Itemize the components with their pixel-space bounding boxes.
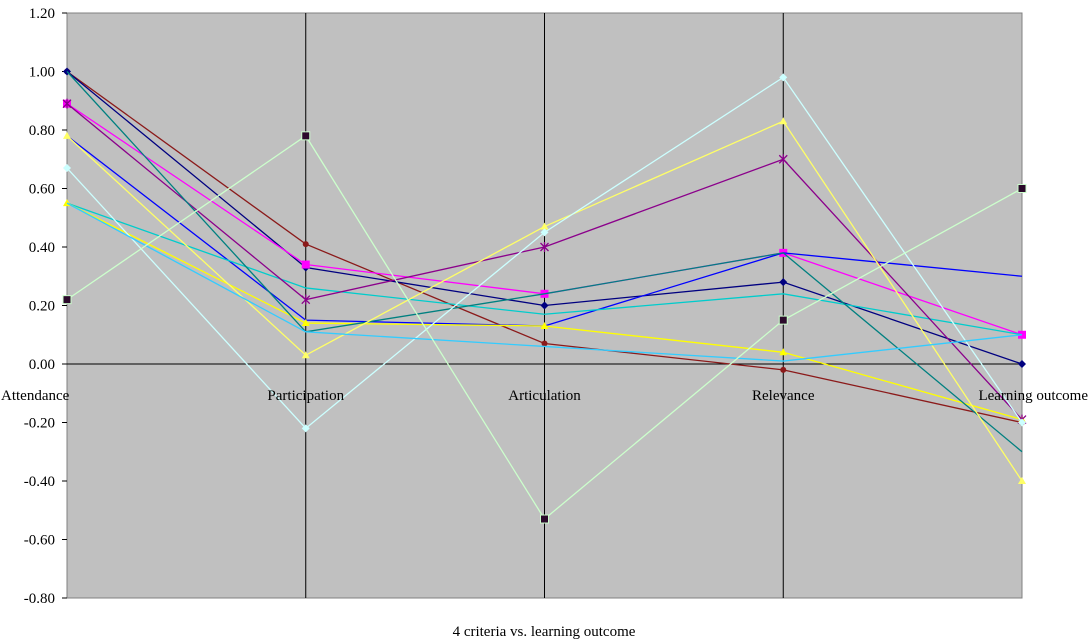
series-layer [62, 67, 1027, 524]
data-point [540, 242, 549, 252]
data-point [541, 340, 548, 347]
y-tick-label: -0.60 [24, 533, 55, 549]
series-line [66, 202, 1023, 336]
y-tick-label: 0.20 [29, 299, 55, 315]
series-5 [66, 202, 1023, 336]
data-point [779, 348, 788, 356]
data-point [63, 131, 71, 139]
y-tick-label: 1.00 [29, 65, 55, 81]
data-point [540, 514, 549, 524]
data-point [779, 117, 788, 125]
series-8 [66, 71, 1023, 453]
series-10 [63, 73, 1026, 433]
data-point [540, 321, 549, 329]
y-tick-label: 0.60 [29, 182, 55, 198]
y-tick-label: 0.40 [29, 240, 55, 256]
category-label: Learning outcome [978, 388, 1088, 404]
category-label: Relevance [752, 388, 815, 404]
category-label: Articulation [508, 388, 581, 404]
data-point [301, 319, 310, 327]
data-point [778, 315, 788, 325]
y-tick-label: 0.80 [29, 123, 55, 139]
x-axis-label: 4 criteria vs. learning outcome [453, 624, 636, 640]
series-11 [66, 202, 1023, 362]
data-point [1018, 360, 1026, 368]
y-tick-label: 1.20 [29, 6, 55, 22]
data-point [301, 294, 311, 305]
data-point [779, 278, 788, 287]
data-point [62, 98, 72, 109]
y-axis-tick-labels: 1.20 1.00 0.80 0.60 0.40 0.20 0.00 -0.20 -0.40 -0… [24, 6, 67, 607]
y-tick-label: -0.80 [24, 591, 55, 607]
data-point [1018, 418, 1026, 427]
data-point [302, 241, 309, 248]
data-point [778, 154, 788, 165]
data-point [62, 295, 72, 305]
series-12 [62, 131, 1027, 524]
series-9 [63, 117, 1026, 484]
data-point [1018, 477, 1026, 484]
data-point [1017, 184, 1027, 193]
category-label: Attendance [1, 388, 70, 404]
data-point [540, 222, 549, 230]
series-2 [63, 67, 1026, 368]
data-point [301, 351, 310, 359]
data-point [301, 260, 310, 269]
data-point [540, 228, 549, 237]
y-tick-label: 0.00 [29, 357, 55, 373]
data-point [63, 164, 71, 173]
series-line [66, 202, 1023, 362]
data-point [780, 366, 787, 373]
data-point [540, 301, 549, 310]
y-tick-label: -0.20 [24, 416, 55, 432]
series-line [66, 71, 1023, 453]
data-point [301, 424, 310, 433]
category-labels: Attendance Participation Articulation Relev… [1, 388, 1088, 404]
category-label: Participation [267, 388, 344, 404]
data-point [779, 73, 788, 82]
y-tick-label: -0.40 [24, 474, 55, 490]
data-point [301, 131, 311, 141]
